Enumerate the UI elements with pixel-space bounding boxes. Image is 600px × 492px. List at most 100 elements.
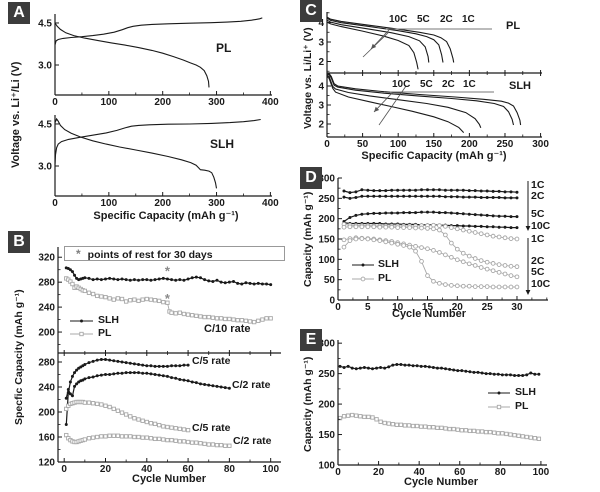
panel-c-pl-rate-2c: 2C <box>440 14 453 25</box>
data-marker <box>112 359 116 363</box>
data-marker <box>95 277 99 281</box>
data-marker <box>115 296 121 301</box>
data-marker <box>389 240 395 246</box>
data-marker <box>75 382 79 386</box>
data-marker <box>384 194 388 198</box>
data-marker <box>391 363 395 367</box>
data-marker <box>111 297 116 302</box>
data-marker <box>443 188 447 192</box>
data-marker <box>508 284 514 290</box>
data-marker <box>488 429 493 435</box>
data-marker <box>449 211 453 215</box>
series-slh <box>339 363 539 377</box>
panel-d-pl-rate-5c: 5C <box>531 266 545 278</box>
tick-label: 100 <box>101 198 118 209</box>
series-pl-10c <box>326 21 419 70</box>
data-marker <box>161 374 165 378</box>
arrowhead <box>525 290 531 295</box>
data-marker <box>190 276 194 280</box>
data-marker <box>443 211 447 215</box>
tick-label: 200 <box>38 408 55 419</box>
data-marker <box>157 277 161 281</box>
data-marker <box>476 370 480 374</box>
data-marker <box>408 211 412 215</box>
data-marker <box>256 281 260 285</box>
data-marker <box>460 369 464 373</box>
panel-b-y-axis-label: Specfic Capacity (mAh g⁻¹) <box>13 289 25 426</box>
data-marker <box>350 366 354 370</box>
data-marker <box>341 244 347 250</box>
data-marker <box>537 372 541 376</box>
data-marker <box>423 364 427 368</box>
data-marker <box>347 238 353 243</box>
data-marker <box>413 243 418 249</box>
data-marker <box>82 288 87 294</box>
data-marker <box>207 383 211 387</box>
data-marker <box>460 227 466 233</box>
data-marker <box>178 378 182 381</box>
data-marker <box>515 190 519 194</box>
data-marker <box>219 280 223 284</box>
panel-b-chart: 200 240 280 320 * * 120 160 200 240 280 0 20 40 60 80 10… <box>38 247 281 475</box>
data-marker <box>70 281 75 287</box>
data-marker <box>509 190 513 194</box>
data-marker <box>190 380 194 384</box>
data-marker <box>99 278 103 282</box>
data-marker <box>401 225 406 230</box>
tick-label: 0 <box>324 139 330 150</box>
data-marker <box>490 284 496 290</box>
data-marker <box>218 442 224 448</box>
data-marker <box>348 215 352 219</box>
data-marker <box>496 269 502 275</box>
data-marker <box>265 282 269 286</box>
data-marker <box>64 423 68 426</box>
data-marker <box>509 196 513 200</box>
data-marker <box>437 211 441 215</box>
data-marker <box>215 384 219 388</box>
tick-label: 200 <box>318 214 335 225</box>
tick-label: 150 <box>318 235 335 246</box>
tick-label: 4.5 <box>38 119 52 130</box>
data-marker <box>68 380 72 384</box>
data-marker <box>395 241 401 247</box>
data-marker <box>354 190 358 194</box>
data-marker <box>427 365 431 369</box>
data-marker <box>449 283 454 288</box>
tick-label: 100 <box>390 139 407 150</box>
data-marker <box>455 224 459 228</box>
data-marker <box>372 211 376 215</box>
data-marker <box>260 317 265 322</box>
data-marker <box>181 439 187 444</box>
data-marker <box>128 414 133 419</box>
rate-label-c10: C/10 rate <box>204 323 251 335</box>
data-marker <box>407 244 412 250</box>
data-marker <box>111 433 116 438</box>
data-marker <box>504 431 509 437</box>
panel-d-legend-slh: SLH <box>378 258 399 270</box>
data-marker <box>174 278 178 282</box>
data-marker <box>431 194 435 198</box>
data-marker <box>533 372 537 376</box>
series-slh-1c <box>343 189 518 194</box>
data-marker <box>443 426 448 431</box>
data-marker <box>406 423 412 428</box>
data-marker <box>194 275 198 279</box>
data-marker <box>514 236 520 242</box>
data-marker <box>173 311 178 316</box>
data-marker <box>479 189 483 193</box>
data-marker <box>70 374 74 378</box>
data-marker <box>107 296 112 301</box>
data-marker <box>194 440 199 445</box>
data-marker <box>443 252 448 258</box>
data-marker <box>185 439 191 445</box>
data-marker <box>437 250 442 255</box>
data-marker <box>362 414 367 420</box>
data-marker <box>66 388 70 391</box>
data-marker <box>472 370 476 374</box>
data-marker <box>149 372 153 376</box>
data-marker <box>161 276 165 280</box>
data-marker <box>136 417 141 422</box>
data-marker <box>181 311 187 317</box>
data-marker <box>383 239 389 245</box>
data-marker <box>449 188 453 192</box>
